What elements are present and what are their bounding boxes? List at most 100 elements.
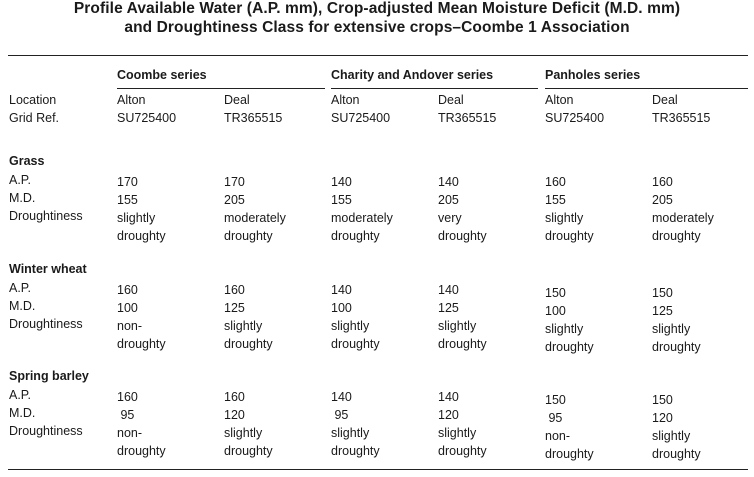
cell-md: 100 (331, 301, 352, 315)
cell-droughtiness: droughty (545, 447, 594, 461)
cell-droughtiness: droughty (224, 229, 273, 243)
row-label-droughtiness: Droughtiness (9, 424, 83, 438)
cell-droughtiness: slightly (331, 319, 370, 333)
cell-droughtiness: very (438, 211, 462, 225)
cell-droughtiness: slightly (438, 319, 477, 333)
cell-droughtiness: droughty (331, 229, 380, 243)
group-underline (545, 88, 748, 89)
cell-droughtiness: non- (117, 426, 143, 440)
group-header-coombe: Coombe series (117, 68, 325, 89)
cell-droughtiness: slightly (438, 426, 477, 440)
column-location: Deal (652, 93, 678, 107)
crop-heading: Winter wheat (9, 262, 87, 276)
group-header-charity-andover: Charity and Andover series (331, 68, 538, 89)
cell-md: 120 (224, 408, 245, 422)
cell-droughtiness: slightly (545, 322, 584, 336)
column-location: Alton (117, 93, 146, 107)
group-header-panholes: Panholes series (545, 68, 748, 89)
cell-droughtiness: moderately (224, 211, 286, 225)
location-label: Location (9, 93, 57, 107)
cell-droughtiness: slightly (224, 319, 263, 333)
cell-md: 120 (652, 411, 673, 425)
cell-droughtiness: droughty (545, 229, 594, 243)
column-location: Alton (545, 93, 574, 107)
row-label-ap: A.P. (9, 388, 32, 402)
cell-droughtiness: droughty (117, 337, 166, 351)
cell-ap: 150 (545, 286, 566, 300)
column-grid-ref: SU725400 (545, 111, 605, 125)
cell-ap: 160 (117, 390, 138, 404)
cell-ap: 170 (117, 175, 138, 189)
cell-ap: 160 (224, 283, 245, 297)
row-label-md: M.D. (9, 191, 36, 205)
cell-md: 95 (331, 408, 349, 422)
cell-droughtiness: droughty (438, 444, 487, 458)
grid-ref-label: Grid Ref. (9, 111, 60, 125)
cell-droughtiness: slightly (224, 426, 263, 440)
cell-droughtiness: droughty (331, 337, 380, 351)
row-label-md: M.D. (9, 406, 36, 420)
group-label: Panholes series (545, 68, 641, 82)
cell-ap: 170 (224, 175, 245, 189)
cell-ap: 150 (545, 393, 566, 407)
column-location: Alton (331, 93, 360, 107)
row-label-md: M.D. (9, 299, 36, 313)
cell-ap: 150 (652, 286, 673, 300)
cell-droughtiness: non- (545, 429, 571, 443)
column-grid-ref: SU725400 (117, 111, 177, 125)
cell-md: 120 (438, 408, 459, 422)
cell-droughtiness: droughty (117, 229, 166, 243)
cell-droughtiness: slightly (652, 322, 691, 336)
cell-droughtiness: droughty (117, 444, 166, 458)
cell-md: 100 (117, 301, 138, 315)
cell-droughtiness: droughty (652, 340, 701, 354)
cell-droughtiness: droughty (331, 444, 380, 458)
column-location: Deal (438, 93, 464, 107)
cell-droughtiness: droughty (438, 229, 487, 243)
cell-md: 95 (545, 411, 563, 425)
table-title-line-2: and Droughtiness Class for extensive cro… (124, 19, 630, 36)
cell-ap: 140 (438, 390, 459, 404)
cell-ap: 160 (224, 390, 245, 404)
cell-droughtiness: moderately (331, 211, 393, 225)
cell-ap: 140 (438, 175, 459, 189)
cell-ap: 160 (117, 283, 138, 297)
cell-md: 100 (545, 304, 566, 318)
cell-droughtiness: slightly (331, 426, 370, 440)
group-underline (117, 88, 325, 89)
cell-md: 205 (438, 193, 459, 207)
cell-md: 205 (652, 193, 673, 207)
cell-md: 125 (224, 301, 245, 315)
table-title-line-1: Profile Available Water (A.P. mm), Crop-… (73, 0, 681, 17)
cell-md: 155 (331, 193, 352, 207)
column-grid-ref: TR365515 (652, 111, 711, 125)
top-rule (8, 55, 748, 56)
column-location: Deal (224, 93, 250, 107)
group-underline (331, 88, 538, 89)
cell-droughtiness: slightly (652, 429, 691, 443)
cell-droughtiness: slightly (117, 211, 156, 225)
cell-ap: 140 (331, 390, 352, 404)
cell-droughtiness: droughty (652, 447, 701, 461)
row-label-ap: A.P. (9, 281, 32, 295)
column-grid-ref: TR365515 (438, 111, 497, 125)
cell-droughtiness: non- (117, 319, 143, 333)
cell-ap: 160 (652, 175, 673, 189)
cell-droughtiness: droughty (545, 340, 594, 354)
column-grid-ref: TR365515 (224, 111, 283, 125)
cell-droughtiness: droughty (224, 337, 273, 351)
cell-droughtiness: slightly (545, 211, 584, 225)
row-label-ap: A.P. (9, 173, 32, 187)
group-label: Coombe series (117, 68, 207, 82)
row-label-droughtiness: Droughtiness (9, 209, 83, 223)
cell-md: 95 (117, 408, 135, 422)
cell-md: 155 (545, 193, 566, 207)
row-label-droughtiness: Droughtiness (9, 317, 83, 331)
cell-md: 155 (117, 193, 138, 207)
crop-heading: Spring barley (9, 369, 89, 383)
cell-ap: 150 (652, 393, 673, 407)
cell-md: 125 (438, 301, 459, 315)
cell-droughtiness: moderately (652, 211, 714, 225)
bottom-rule (8, 469, 748, 470)
cell-md: 125 (652, 304, 673, 318)
